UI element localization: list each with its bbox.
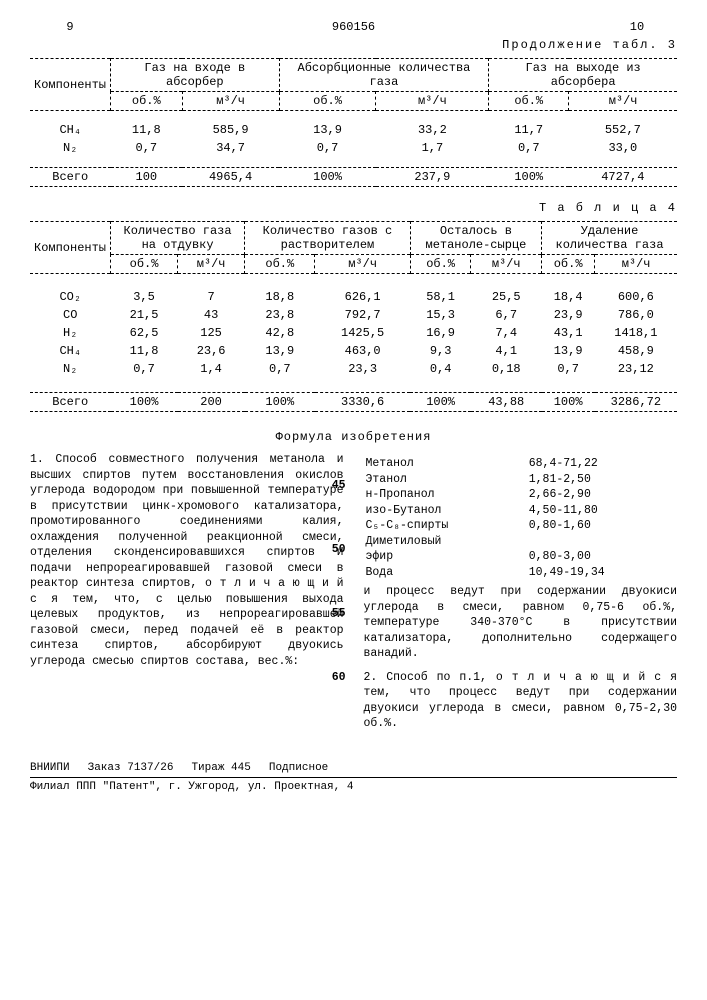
footer-branch: Филиал ППП "Патент", г. Ужгород, ул. Про… <box>30 781 677 793</box>
th-vol: об.% <box>111 92 183 111</box>
th-qty-blow: Количество газа на отдувку <box>111 222 245 255</box>
claim-1-cont: и процесс ведут при содержании двуокиси … <box>364 584 678 662</box>
claims-left-column: 1. Способ совместного получения метанола… <box>30 452 344 732</box>
formula-title: Формула изобретения <box>30 430 677 444</box>
footer-sub: Подписное <box>269 762 328 774</box>
table-row: CH₄ 11,8 585,9 13,9 33,2 11,7 552,7 <box>30 121 677 139</box>
claim-1-text: 1. Способ совместного получения метанола… <box>30 452 344 669</box>
th-vol: об.% <box>279 92 376 111</box>
th-m3h: м³/ч <box>569 92 677 111</box>
footer-org: ВНИИПИ <box>30 762 70 774</box>
line-number: 50 <box>332 542 346 558</box>
table-row: H₂62,512542,81425,516,97,443,11418,1 <box>30 324 677 342</box>
claims-right-column: Метанол68,4-71,22 Этанол1,81-2,50 н-Проп… <box>364 452 678 732</box>
table-row: N₂0,71,40,723,30,40,180,723,12 <box>30 360 677 378</box>
th-components: Компоненты <box>30 222 111 274</box>
continuation-label: Продолжение табл. 3 <box>30 38 677 52</box>
claim-2-text: 2. Способ по п.1, о т л и ч а ю щ и й с … <box>364 670 678 732</box>
th-vol: об.% <box>489 92 569 111</box>
th-m3h: м³/ч <box>182 92 279 111</box>
th-components: Компоненты <box>30 59 111 111</box>
line-number: 55 <box>332 606 346 622</box>
th-remain: Осталось в метаноле-сырце <box>410 222 541 255</box>
composition-list: Метанол68,4-71,22 Этанол1,81-2,50 н-Проп… <box>364 456 678 580</box>
page-left: 9 <box>30 20 110 34</box>
th-abs-qty: Абсорбционные количества газа <box>279 59 489 92</box>
footer: ВНИИПИ Заказ 7137/26 Тираж 445 Подписное… <box>30 762 677 793</box>
table-row: CO₂3,5718,8626,158,125,518,4600,6 <box>30 288 677 306</box>
page-right: 10 <box>597 20 677 34</box>
doc-number: 960156 <box>110 20 597 34</box>
claims-body: 1. Способ совместного получения метанола… <box>30 452 677 732</box>
footer-tirazh: Тираж 445 <box>191 762 250 774</box>
page-header: 9 960156 10 <box>30 20 677 34</box>
table-4-label: Т а б л и ц а 4 <box>30 201 677 215</box>
table-row: N₂ 0,7 34,7 0,7 1,7 0,7 33,0 <box>30 139 677 157</box>
line-number: 60 <box>332 670 346 686</box>
th-qty-solv: Количество газов с растворителем <box>245 222 411 255</box>
line-number: 45 <box>332 478 346 494</box>
table-4: Компоненты Количество газа на отдувку Ко… <box>30 221 677 412</box>
th-gas-out: Газ на выходе из абсорбера <box>489 59 677 92</box>
footer-order: Заказ 7137/26 <box>88 762 174 774</box>
th-removal: Удаление количества газа <box>542 222 677 255</box>
table-row: CO21,54323,8792,715,36,723,9786,0 <box>30 306 677 324</box>
table-total-row: Всего100%200100%3330,6100%43,88100%3286,… <box>30 393 677 412</box>
table-row: CH₄11,823,613,9463,09,34,113,9458,9 <box>30 342 677 360</box>
th-gas-in: Газ на входе в абсорбер <box>111 59 280 92</box>
th-m3h: м³/ч <box>376 92 489 111</box>
table-total-row: Всего 100 4965,4 100% 237,9 100% 4727,4 <box>30 168 677 187</box>
table-3: Компоненты Газ на входе в абсорбер Абсор… <box>30 58 677 187</box>
